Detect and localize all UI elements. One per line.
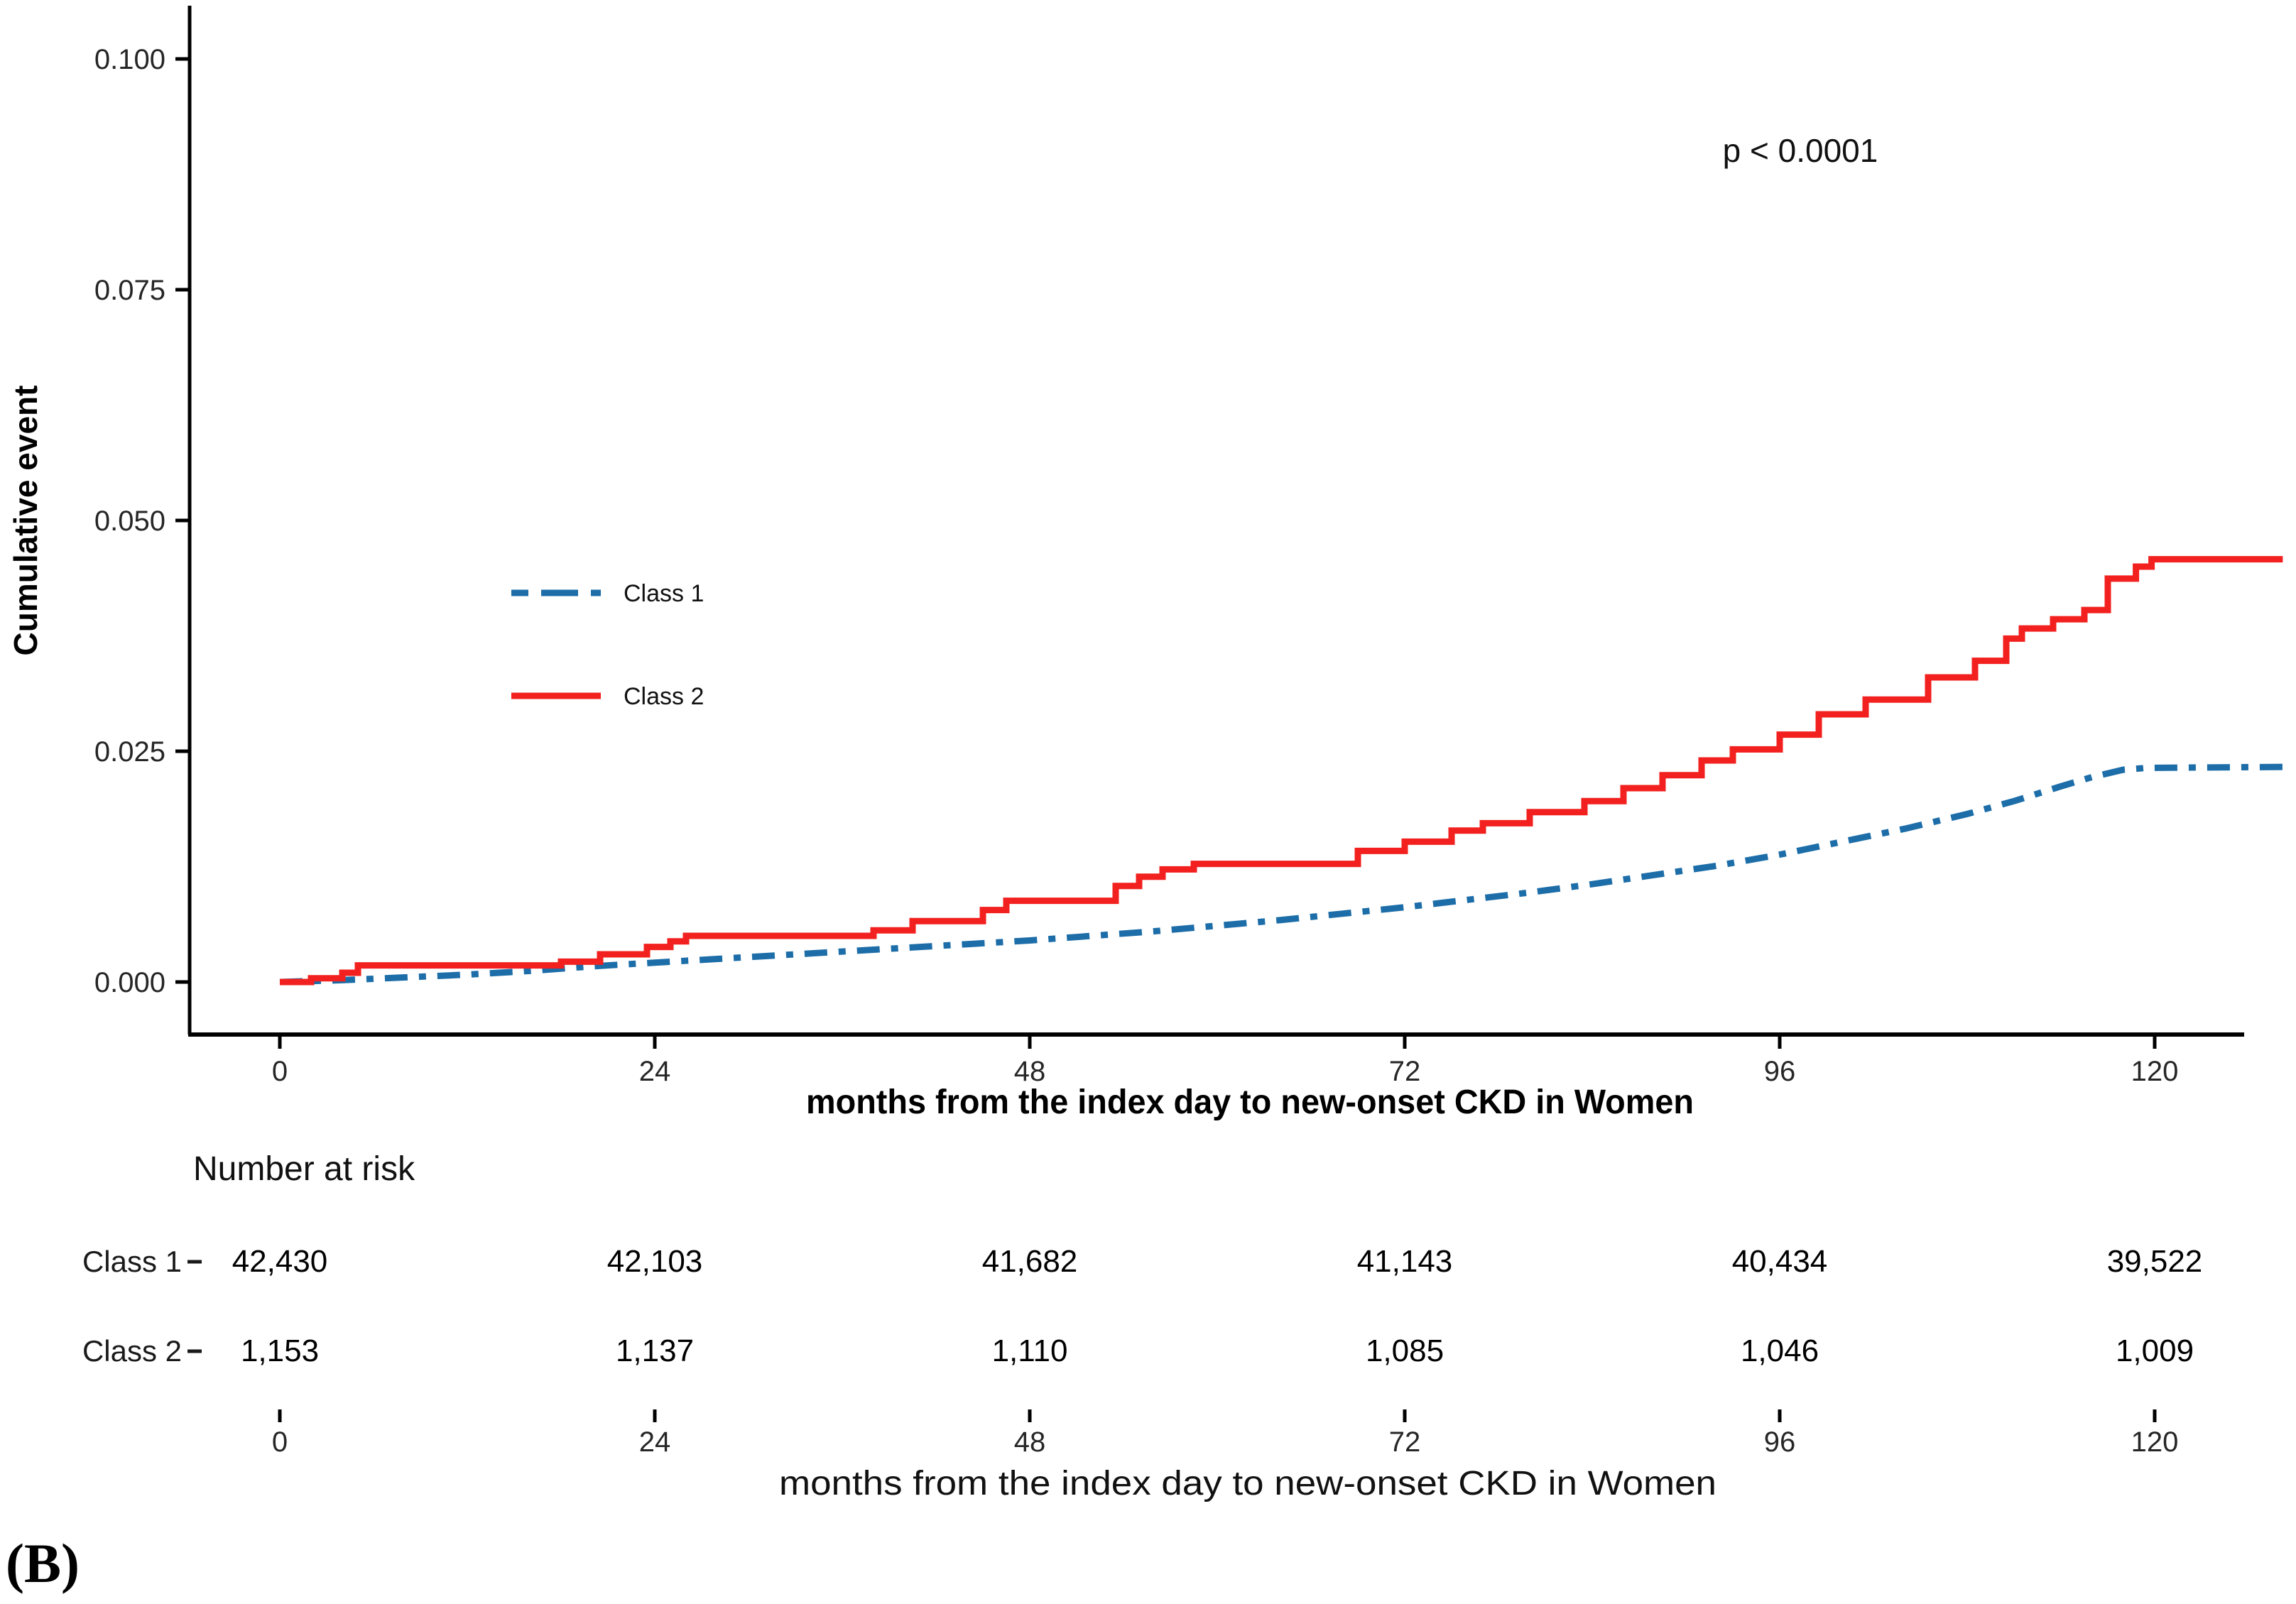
survival-curves (279, 556, 2283, 986)
risk-axis-tick-label: 96 (1764, 1426, 1796, 1458)
curve-class-1 (279, 763, 2283, 986)
legend-label: Class 1 (624, 580, 704, 607)
risk-row-label: Class 2 (82, 1334, 182, 1368)
x-tick-label: 48 (1014, 1056, 1046, 1087)
risk-value: 1,085 (1366, 1333, 1444, 1368)
risk-value: 41,143 (1357, 1244, 1453, 1279)
risk-value: 1,153 (241, 1333, 319, 1368)
risk-axis-tick-label: 0 (272, 1426, 288, 1458)
risk-value: 1,110 (992, 1333, 1068, 1368)
y-tick-label: 0.100 (94, 44, 165, 75)
risk-value: 39,522 (2107, 1244, 2203, 1279)
risk-value: 40,434 (1732, 1244, 1828, 1279)
risk-value: 1,137 (616, 1333, 694, 1368)
p-value-annotation: p < 0.0001 (1723, 132, 1878, 169)
risk-value: 42,430 (232, 1244, 328, 1279)
risk-axis-tick-label: 48 (1014, 1426, 1046, 1458)
risk-table-axis: 0 24 48 72 96 120 (272, 1409, 2179, 1458)
y-tick-label: 0.000 (94, 967, 165, 998)
y-tick-label: 0.050 (94, 506, 165, 537)
risk-table-axis-title: months from the index day to new-onset C… (779, 1465, 1716, 1502)
x-tick-label: 120 (2131, 1056, 2179, 1087)
risk-value: 1,009 (2116, 1333, 2194, 1368)
x-tick-label: 96 (1764, 1056, 1796, 1087)
number-at-risk-table: Class 1 42,430 42,103 41,682 41,143 40,434 39,… (82, 1244, 2202, 1368)
x-tick-label: 0 (272, 1056, 288, 1087)
x-tick-label: 24 (639, 1056, 671, 1087)
risk-value: 1,046 (1741, 1333, 1819, 1368)
y-tick-label: 0.025 (94, 736, 165, 768)
risk-axis-tick-label: 24 (639, 1426, 671, 1458)
panel-label: (B) (6, 1532, 80, 1594)
risk-row-label: Class 1 (82, 1245, 182, 1278)
y-axis-title: Cumulative event (7, 386, 44, 656)
risk-axis-tick-label: 120 (2131, 1426, 2179, 1458)
x-axis-ticks: 0 24 48 72 96 120 (272, 1035, 2179, 1087)
x-axis-title: months from the index day to new-onset C… (806, 1084, 1694, 1121)
x-tick-label: 72 (1389, 1056, 1421, 1087)
risk-table-title: Number at risk (193, 1150, 415, 1188)
legend: Class 1 Class 2 (511, 580, 704, 710)
curve-class-2 (280, 556, 2283, 986)
risk-value: 41,682 (982, 1244, 1078, 1279)
risk-axis-tick-label: 72 (1389, 1426, 1421, 1458)
legend-label: Class 2 (624, 683, 704, 710)
y-axis-ticks: 0.100 0.075 0.050 0.025 0.000 (94, 44, 190, 998)
risk-value: 42,103 (607, 1244, 703, 1279)
y-tick-label: 0.075 (94, 275, 165, 306)
